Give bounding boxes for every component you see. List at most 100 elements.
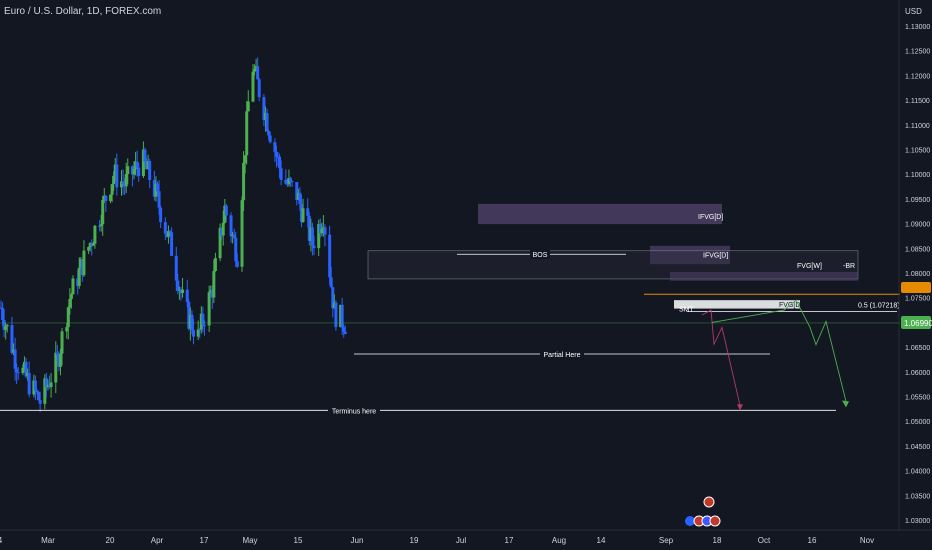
candle-body xyxy=(312,245,316,249)
candle-body xyxy=(245,111,249,156)
candle-body xyxy=(93,225,97,244)
candle-body xyxy=(177,289,181,291)
candle-body xyxy=(307,215,311,241)
price-tick-label: 1.07500 xyxy=(905,296,930,303)
partial-label-bg xyxy=(540,349,584,360)
terminus-label-bg xyxy=(328,405,380,416)
candle-body xyxy=(13,349,17,369)
candle-body xyxy=(213,258,217,272)
candle-body xyxy=(253,68,257,72)
candle-body xyxy=(159,207,163,223)
price-tick-label: 1.04500 xyxy=(905,444,930,451)
candle-body xyxy=(323,227,327,235)
candle-body xyxy=(27,372,31,395)
economic-events-icons[interactable] xyxy=(685,496,721,527)
flag-event-icon[interactable] xyxy=(703,496,715,508)
price-tick-label: 1.11500 xyxy=(905,98,930,105)
candle-body xyxy=(168,231,172,233)
candle-body xyxy=(298,192,302,204)
candle-body xyxy=(156,183,159,192)
candle-body xyxy=(33,380,37,391)
candle-body xyxy=(256,66,260,80)
candle-body xyxy=(201,313,205,326)
price-axis[interactable]: 1.13000 1.12500 1.12000 1.11500 1.11000 1.105… xyxy=(905,24,930,525)
candle-body xyxy=(190,314,194,331)
candle-body xyxy=(301,208,305,222)
candle-body xyxy=(4,326,8,330)
candle-body xyxy=(141,149,145,177)
candle-body xyxy=(49,382,53,388)
candle-body xyxy=(320,229,324,234)
candle-body xyxy=(210,290,214,298)
candle-body xyxy=(2,319,6,330)
time-tick-label: Oct xyxy=(758,536,771,545)
candle-body xyxy=(54,352,58,383)
candle-body xyxy=(318,223,322,234)
candle-body xyxy=(332,302,336,309)
candle-body xyxy=(121,181,125,184)
candle-body xyxy=(126,166,130,175)
time-tick-label: Aug xyxy=(552,536,566,545)
candle-body xyxy=(223,205,227,223)
candle-body xyxy=(251,71,255,102)
bos-label-bg xyxy=(530,249,550,260)
candle-body xyxy=(284,179,288,184)
candle-body xyxy=(10,325,14,353)
candle-body xyxy=(98,225,102,227)
lightning-event-icon[interactable] xyxy=(685,516,695,526)
current-price-badge xyxy=(901,316,931,329)
candle-body xyxy=(110,184,114,195)
price-tick-label: 1.09500 xyxy=(905,197,930,204)
ifvg-zone-lower xyxy=(650,245,730,265)
candle-body xyxy=(207,292,211,326)
candle-body xyxy=(232,234,236,238)
candle-body xyxy=(278,156,282,169)
time-tick-label: Nov xyxy=(860,536,874,545)
time-tick-label: 20 xyxy=(106,536,115,545)
candle-body xyxy=(157,191,161,208)
candle-body xyxy=(224,205,228,216)
flag-event-icon-4[interactable] xyxy=(709,515,721,527)
candle-body xyxy=(265,113,269,132)
symbol-title[interactable]: Euro / U.S. Dollar, 1D, FOREX.com xyxy=(4,6,162,17)
candle-body xyxy=(243,155,247,163)
candle-body xyxy=(16,372,20,374)
candle-body xyxy=(1,307,5,320)
price-tick-label: 1.13000 xyxy=(905,24,930,31)
fvg-weekly-inner xyxy=(670,272,858,281)
candle-body xyxy=(22,361,26,368)
time-axis[interactable]: 4 Mar 20 Apr 17 May 15 Jun 19 Jul 17 Aug 14 Sep 18 Oct 1… xyxy=(0,536,874,545)
candle-body xyxy=(123,183,127,187)
candle-body xyxy=(185,289,189,303)
candle-body xyxy=(334,302,338,328)
time-tick-label: 14 xyxy=(597,536,606,545)
zone-label-ifvg-upper: IFVG[D] xyxy=(698,214,723,221)
price-tick-label: 1.05500 xyxy=(905,395,930,402)
candle-body xyxy=(38,400,42,404)
candle-body xyxy=(60,331,64,354)
candle-body xyxy=(343,331,347,334)
candle-body xyxy=(306,208,310,216)
candle-body xyxy=(43,378,47,404)
annotation-zones: IFVG[D] IFVG[D] FVG[W] FVG[D] -BR xyxy=(367,203,859,309)
candle-body xyxy=(339,304,343,328)
price-tick-label: 1.03000 xyxy=(905,518,930,525)
candle-body xyxy=(66,307,70,328)
candle-body xyxy=(46,384,50,388)
candle-body xyxy=(199,313,203,330)
candle-body xyxy=(218,227,222,259)
candle-body xyxy=(44,378,48,388)
candle-body xyxy=(5,325,9,327)
candle-body xyxy=(24,361,28,377)
candle-body xyxy=(289,178,293,182)
candle-body xyxy=(331,287,335,309)
candle-body xyxy=(309,227,313,241)
br-label: -BR xyxy=(843,263,855,270)
zone-label-fvg-daily: FVG[D] xyxy=(779,302,802,309)
candle-body xyxy=(329,277,333,288)
projection-arrowhead-alt xyxy=(842,400,849,408)
time-tick-label: Sep xyxy=(659,536,674,545)
candle-body xyxy=(202,325,206,327)
candle-body xyxy=(130,166,134,175)
